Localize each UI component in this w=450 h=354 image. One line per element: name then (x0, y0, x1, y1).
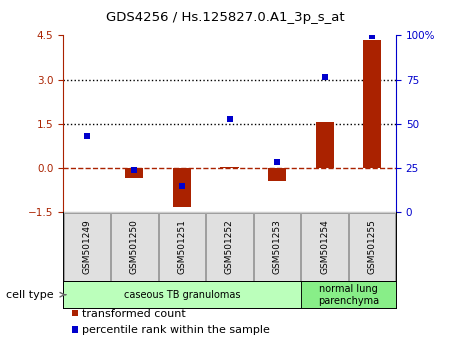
Text: GSM501254: GSM501254 (320, 219, 329, 274)
Bar (349, 213, 396, 281)
Bar (159, 213, 205, 281)
Bar (63, 213, 110, 281)
Text: GSM501253: GSM501253 (273, 219, 282, 274)
Text: transformed count: transformed count (82, 309, 185, 319)
Text: GSM501250: GSM501250 (130, 219, 139, 274)
Bar (301, 281, 396, 308)
Bar (78, 167, 96, 168)
Bar (254, 213, 300, 281)
Bar (315, 122, 334, 168)
Text: percentile rank within the sample: percentile rank within the sample (82, 325, 270, 335)
Text: GSM501255: GSM501255 (368, 219, 377, 274)
Text: normal lung
parenchyma: normal lung parenchyma (318, 284, 379, 306)
Text: cell type: cell type (6, 290, 54, 300)
Bar (220, 167, 238, 168)
Bar (173, 168, 191, 206)
Bar (206, 213, 253, 281)
Text: GSM501249: GSM501249 (82, 219, 91, 274)
Text: GSM501251: GSM501251 (177, 219, 186, 274)
Bar (63, 281, 301, 308)
Text: GDS4256 / Hs.125827.0.A1_3p_s_at: GDS4256 / Hs.125827.0.A1_3p_s_at (106, 11, 344, 24)
Bar (111, 213, 158, 281)
Text: caseous TB granulomas: caseous TB granulomas (124, 290, 240, 300)
Bar (268, 168, 286, 181)
Bar (302, 213, 348, 281)
Bar (125, 168, 144, 178)
Text: GSM501252: GSM501252 (225, 219, 234, 274)
Bar (363, 40, 381, 168)
